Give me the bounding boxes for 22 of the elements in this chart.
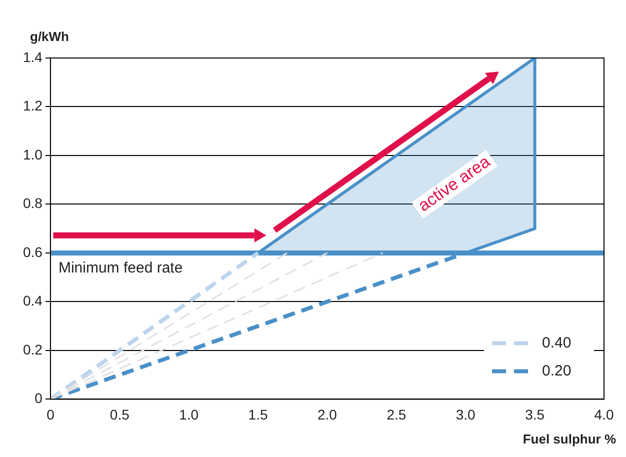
legend-label: 0.40 — [542, 334, 572, 352]
x-tick-label: 0.5 — [110, 406, 130, 422]
x-tick-label: 3.5 — [525, 406, 545, 422]
x-tick-label: 2.0 — [317, 406, 338, 422]
x-tick-label: 1.0 — [179, 406, 199, 422]
y-tick-label: 1.4 — [22, 48, 43, 65]
x-tick-label: 4.0 — [594, 406, 614, 422]
ref-line-label: Minimum feed rate — [58, 260, 183, 277]
y-tick-label: 0.4 — [22, 292, 43, 309]
x-tick-label: 3.0 — [456, 406, 476, 422]
y-tick-label: 0 — [34, 390, 43, 406]
legend-label: 0.20 — [542, 362, 572, 380]
x-tick-label: 2.5 — [386, 406, 406, 422]
y-tick-label: 1.0 — [22, 146, 43, 162]
x-tick-label: 1.5 — [248, 406, 268, 422]
y-tick-label: 0.6 — [22, 244, 43, 260]
y-tick-label: 0.8 — [22, 195, 43, 212]
x-axis-title: Fuel sulphur % — [522, 431, 616, 446]
y-axis-title: g/kWh — [30, 29, 70, 44]
x-tick-label: 0 — [46, 406, 55, 422]
y-tick-label: 1.2 — [22, 98, 43, 114]
y-tick-label: 0.2 — [22, 341, 43, 358]
